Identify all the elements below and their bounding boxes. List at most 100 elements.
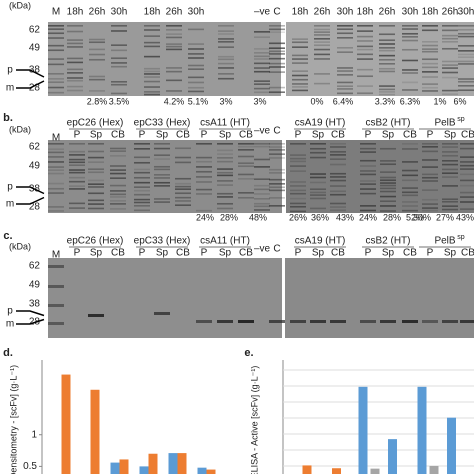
gel-band [154, 181, 170, 184]
gel-band [422, 203, 438, 205]
gel-band [196, 156, 212, 159]
gel-band [442, 320, 458, 323]
marker-label: 28 [29, 83, 41, 94]
gel-band [48, 166, 64, 168]
gel-band [134, 181, 150, 184]
gel-band [144, 29, 160, 31]
gel-band [238, 196, 254, 199]
gel-band [69, 169, 85, 171]
gel-band [442, 25, 458, 27]
gel-band [330, 179, 346, 182]
gel-band [269, 66, 285, 68]
gel-band [310, 188, 326, 191]
gel-band [357, 68, 373, 71]
gel-band [67, 72, 83, 74]
lane-label: CB [239, 130, 253, 141]
group-label: –ve [254, 126, 271, 137]
lane-label: 18h [144, 7, 161, 18]
gel-band [290, 205, 306, 208]
lane-label: Sp [219, 130, 232, 141]
gel-band [269, 186, 285, 189]
marker-label: 38 [29, 299, 41, 310]
gel-band [402, 320, 418, 323]
percentage: 24% [196, 212, 214, 222]
gel-band [188, 81, 204, 84]
gel [48, 140, 282, 213]
gel-band [422, 180, 438, 182]
gel-band [144, 91, 160, 93]
gel-band [111, 83, 127, 86]
gel-band [48, 81, 64, 84]
marker-label: 38 [29, 65, 41, 76]
marker-label: 49 [29, 43, 41, 54]
gel-band [290, 157, 306, 160]
gel-band [188, 48, 204, 50]
gel-band [134, 171, 150, 174]
gel-band [88, 192, 104, 195]
gel-band [217, 192, 233, 195]
bar [177, 453, 187, 474]
gel-band [310, 197, 326, 200]
gel-band [89, 53, 105, 56]
m-label: m [6, 319, 14, 330]
gel-band [154, 312, 170, 315]
gel-band [422, 50, 438, 53]
gel-band [269, 47, 285, 49]
gel-band [89, 38, 105, 41]
gel-band [290, 197, 306, 200]
gel-band [166, 67, 182, 69]
lane-label: 26h [379, 7, 396, 18]
gel-band [360, 192, 376, 195]
gel-band [357, 30, 373, 32]
bar [302, 465, 312, 474]
percentage: 1% [433, 96, 446, 106]
gel-band [154, 147, 170, 150]
gel-band [111, 57, 127, 60]
gel-band [292, 78, 308, 81]
gel-band [269, 25, 285, 27]
gel-band [238, 320, 254, 323]
marker-label: 62 [29, 261, 41, 272]
gel-band [337, 85, 353, 88]
gel-band [218, 30, 234, 32]
gel-band [442, 160, 458, 162]
lane-label: 18h [422, 7, 439, 18]
gel-band [110, 172, 126, 175]
percentage: 26% [289, 212, 307, 222]
gel-band [442, 40, 458, 43]
lane-label: Sp [444, 130, 457, 141]
gel-band [442, 29, 458, 32]
gel-band [330, 143, 346, 145]
gel-band [110, 190, 126, 192]
gel-band [134, 143, 150, 145]
gel-band [188, 68, 204, 70]
gel-band [154, 198, 170, 200]
gel-band [144, 67, 160, 70]
gel-band [218, 41, 234, 43]
gel-band [460, 191, 474, 194]
gel-band [379, 93, 395, 96]
gel-band [254, 178, 270, 181]
gel-band [67, 57, 83, 60]
lane-label: M [52, 250, 60, 261]
bar [197, 467, 207, 474]
gel-band [314, 73, 330, 75]
gel-band [89, 78, 105, 81]
gel-band [442, 47, 458, 50]
gel-band [330, 163, 346, 166]
gel-band [188, 86, 204, 89]
gel-band [357, 45, 373, 48]
gel-band [330, 172, 346, 175]
gel-band [218, 77, 234, 80]
bar [61, 374, 71, 474]
lane-label: Sp [90, 248, 103, 259]
gel-band [188, 90, 204, 93]
gel-band [238, 173, 254, 176]
percentage: 3.5% [109, 96, 130, 106]
gel-band [48, 28, 64, 30]
gel-band [380, 195, 396, 198]
gel-band [360, 165, 376, 167]
gel-band [290, 181, 306, 183]
p-label: p [7, 65, 13, 76]
gel-band [269, 157, 285, 159]
